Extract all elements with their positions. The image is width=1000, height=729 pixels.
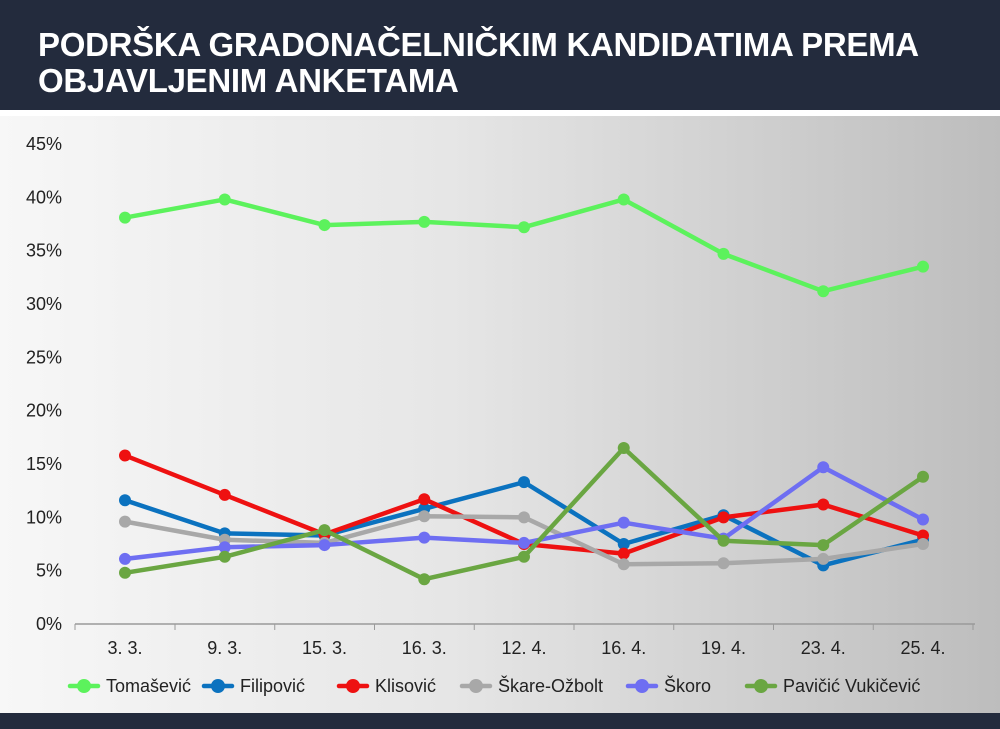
legend-label: Tomašević [106,676,191,696]
x-tick-label: 16. 4. [601,638,646,658]
data-point [119,211,131,224]
x-tick-label: 9. 3. [207,638,242,658]
y-tick-label: 10% [26,507,62,527]
data-point [318,219,331,232]
data-point [119,449,131,462]
data-point [817,552,830,565]
legend-item: Škare-Ožbolt [459,675,603,696]
legend-swatch-marker [635,679,649,693]
y-tick-label: 35% [26,241,62,261]
y-tick-label: 5% [36,561,62,581]
data-point [617,547,630,560]
data-point [119,566,131,579]
legend-swatch-marker [77,679,91,693]
y-tick-label: 40% [26,187,62,207]
legend-label: Pavičić Vukičević [783,676,920,696]
data-point [518,476,530,489]
data-point [617,538,630,550]
y-tick-label: 0% [36,614,62,634]
x-axis-ticks: 3. 3. 9. 3. 15. 3. 16. 3. 12. 4. 16. 4. 19. 4.… [74,624,974,658]
x-tick-label: 25. 4. [900,638,945,658]
data-point [817,498,830,511]
data-point [717,534,730,547]
data-point [318,539,331,552]
series-6 [119,442,929,586]
data-point [518,536,530,549]
data-point [218,488,231,501]
data-point [617,516,630,529]
data-point [917,260,929,273]
series-layer [119,193,929,586]
data-point [418,493,431,506]
data-point [917,529,929,542]
data-point [917,513,929,526]
footer-bar [0,713,1000,729]
data-point [518,221,530,234]
plot-background [0,116,1000,713]
data-point [617,442,630,454]
y-tick-label: 25% [26,347,62,367]
legend-item: Filipović [201,676,305,696]
data-point [119,552,131,565]
title-banner: PODRŠKA GRADONAČELNIČKIM KANDIDATIMA PRE… [0,0,1000,110]
legend-swatch-marker [754,679,768,693]
series-1 [119,193,929,298]
y-axis-ticks: 0% 5% 10% 15% 20% 25% 30% 35% 40% 45% [26,134,62,634]
data-point [518,550,530,563]
data-point [518,511,530,524]
data-point [917,538,929,550]
data-point [218,550,231,563]
x-tick-label: 23. 4. [801,638,846,658]
legend-label: Klisović [375,676,436,696]
x-tick-label: 12. 4. [501,638,546,658]
chart-title-line-2: OBJAVLJENIM ANKETAMA [38,62,459,99]
x-tick-label: 3. 3. [107,638,142,658]
legend-swatch-marker [469,679,483,693]
y-tick-label: 20% [26,401,62,421]
data-point [817,539,830,552]
legend-item: Pavičić Vukičević [744,676,920,696]
legend-label: Filipović [240,676,305,696]
data-point [218,193,231,206]
legend-swatch-marker [211,679,225,693]
x-tick-label: 19. 4. [701,638,746,658]
data-point [717,511,730,524]
data-point [817,461,830,474]
data-point [218,541,231,554]
data-point [917,470,929,483]
data-point [817,285,830,298]
data-point [418,573,431,586]
legend-item: Tomašević [67,676,191,696]
x-tick-label: 15. 3. [302,638,347,658]
data-point [717,557,730,570]
data-point [119,515,131,528]
series-line [122,197,926,294]
legend: Tomašević Filipović Klisović Škare-Ožbolt Šk… [67,675,920,696]
data-point [318,524,331,537]
legend-item: Klisović [336,676,436,696]
data-point [418,531,431,544]
data-point [617,193,630,206]
data-point [418,215,431,228]
data-point [119,494,131,507]
legend-item: Škoro [625,675,711,696]
y-tick-label: 15% [26,454,62,474]
legend-swatch-marker [346,679,360,693]
x-tick-label: 16. 3. [402,638,447,658]
data-point [418,510,431,523]
legend-label: Škare-Ožbolt [498,675,603,696]
chart-title-line-1: PODRŠKA GRADONAČELNIČKIM KANDIDATIMA PRE… [38,26,919,63]
data-point [717,247,730,260]
data-point [617,558,630,571]
y-tick-label: 30% [26,294,62,314]
y-tick-label: 45% [26,134,62,154]
legend-label: Škoro [664,675,711,696]
